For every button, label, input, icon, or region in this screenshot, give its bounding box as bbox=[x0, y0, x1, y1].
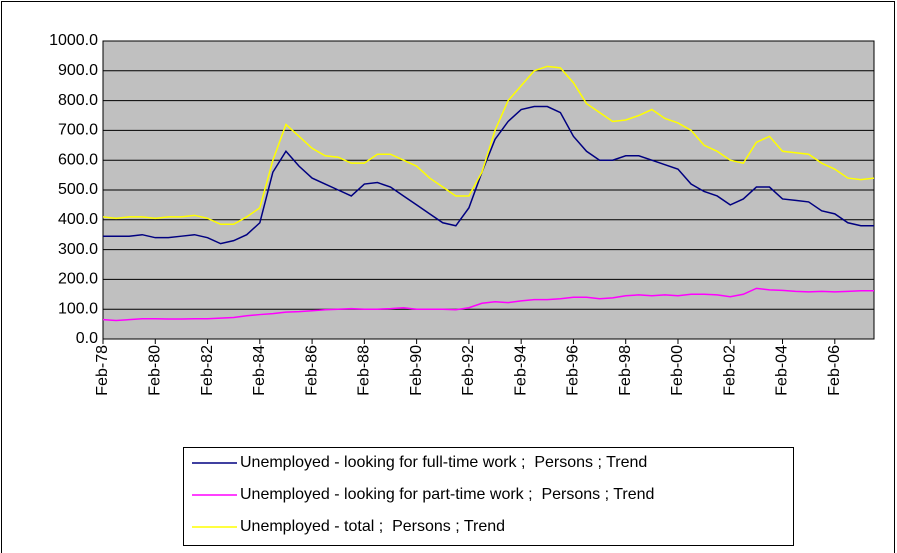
y-tick-label: 100.0 bbox=[58, 300, 98, 317]
legend-label: Unemployed - looking for full-time work … bbox=[240, 454, 647, 471]
y-tick-label: 700.0 bbox=[58, 122, 98, 139]
x-tick-label: Feb-80 bbox=[146, 345, 163, 396]
y-tick-label: 0.0 bbox=[76, 330, 98, 347]
x-tick-label: Feb-92 bbox=[460, 345, 477, 396]
x-tick-label: Feb-04 bbox=[774, 345, 791, 396]
series-line bbox=[102, 65, 875, 226]
x-tick-label: Feb-88 bbox=[356, 345, 373, 396]
y-tick-label: 200.0 bbox=[58, 271, 98, 288]
x-tick-label: Feb-82 bbox=[199, 345, 216, 396]
x-tick-label: Feb-98 bbox=[617, 345, 634, 396]
x-tick-label: Feb-90 bbox=[408, 345, 425, 396]
series-line bbox=[102, 287, 874, 322]
y-tick-label: 300.0 bbox=[58, 241, 98, 258]
x-tick-label: Feb-96 bbox=[565, 345, 582, 396]
y-tick-label: 400.0 bbox=[58, 211, 98, 228]
x-tick-label: Feb-86 bbox=[303, 345, 320, 396]
legend-label: Unemployed - looking for part-time work … bbox=[240, 486, 654, 503]
x-tick-label: Feb-00 bbox=[669, 345, 686, 396]
series-line bbox=[103, 105, 874, 245]
x-tick-label: Feb-06 bbox=[826, 345, 843, 396]
x-tick-label: Feb-84 bbox=[251, 345, 268, 396]
x-tick-label: Feb-02 bbox=[721, 345, 738, 396]
y-tick-label: 800.0 bbox=[58, 92, 98, 109]
x-tick-label: Feb-94 bbox=[512, 345, 529, 396]
x-tick-label: Feb-78 bbox=[94, 345, 111, 396]
y-tick-label: 900.0 bbox=[58, 62, 98, 79]
y-tick-label: 1000.0 bbox=[49, 32, 98, 49]
legend-label: Unemployed - total ; Persons ; Trend bbox=[240, 518, 505, 535]
legend-box bbox=[183, 447, 794, 546]
y-tick-label: 500.0 bbox=[58, 181, 98, 198]
y-tick-label: 600.0 bbox=[58, 151, 98, 168]
